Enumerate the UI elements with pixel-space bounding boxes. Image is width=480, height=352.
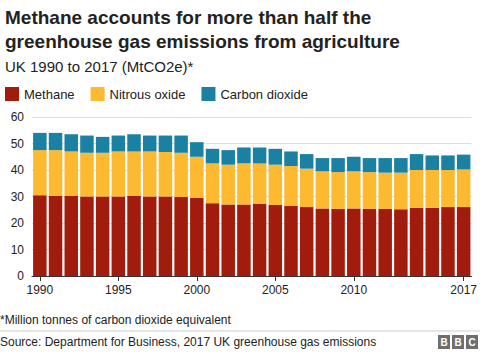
svg-text:20: 20	[11, 216, 25, 230]
svg-text:2017: 2017	[450, 283, 477, 297]
svg-text:1990: 1990	[26, 283, 53, 297]
svg-text:2005: 2005	[262, 283, 289, 297]
svg-text:Methane: Methane	[24, 87, 75, 102]
svg-text:B: B	[454, 337, 461, 348]
svg-text:Source: Department for Busines: Source: Department for Business, 2017 UK…	[0, 335, 376, 349]
svg-text:B: B	[440, 337, 447, 348]
svg-text:2010: 2010	[340, 283, 367, 297]
svg-text:*Million tonnes of carbon diox: *Million tonnes of carbon dioxide equiva…	[0, 313, 231, 327]
svg-text:50: 50	[11, 137, 25, 151]
svg-text:2000: 2000	[183, 283, 210, 297]
svg-text:60: 60	[11, 110, 25, 124]
svg-text:40: 40	[11, 163, 25, 177]
svg-text:Carbon dioxide: Carbon dioxide	[220, 87, 307, 102]
svg-text:greenhouse gas emissions from: greenhouse gas emissions from agricultur…	[5, 31, 400, 52]
svg-text:Nitrous oxide: Nitrous oxide	[110, 87, 186, 102]
svg-text:10: 10	[11, 243, 25, 257]
svg-text:C: C	[468, 337, 475, 348]
svg-text:0: 0	[17, 269, 24, 283]
svg-text:Methane accounts for more than: Methane accounts for more than half the	[5, 7, 377, 28]
svg-text:UK 1990 to 2017 (MtCO2e)*: UK 1990 to 2017 (MtCO2e)*	[5, 58, 194, 75]
svg-text:1995: 1995	[105, 283, 132, 297]
svg-text:30: 30	[11, 190, 25, 204]
